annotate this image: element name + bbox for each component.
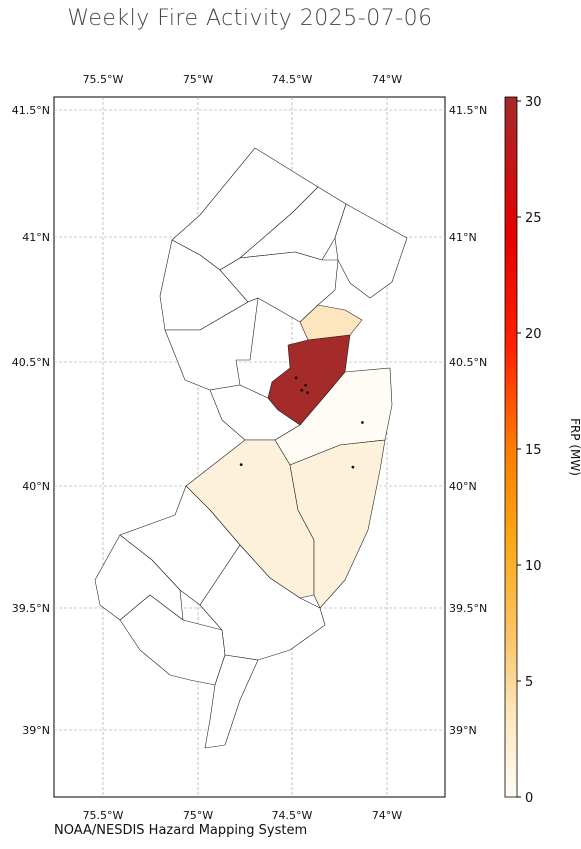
county-bergen: [334, 203, 408, 299]
lat-tick-right-6: 39°N: [449, 724, 477, 737]
lat-tick-right-4: 40°N: [449, 480, 477, 493]
lat-tick-left-2: 41°N: [22, 231, 50, 244]
lat-tick-right-3: 40.5°N: [449, 356, 487, 369]
county-cape-may: [204, 654, 259, 749]
colorbar-tick-20: 20: [525, 327, 542, 342]
lon-tick-bottom-1: 75.5°W: [83, 809, 124, 822]
fire-point: [304, 383, 307, 387]
lat-tick-right-5: 39.5°N: [449, 602, 487, 615]
lat-tick-left-6: 39°N: [22, 724, 50, 737]
lon-tick-top-3: 74.5°W: [272, 73, 313, 86]
lat-tick-right-2: 41°N: [449, 231, 477, 244]
lat-tick-left-1: 41.5°N: [12, 104, 50, 117]
fire-point: [351, 465, 355, 469]
lon-tick-top-4: 74°W: [372, 73, 402, 86]
colorbar-label: FRP (MW): [567, 418, 581, 476]
fire-point: [361, 421, 364, 424]
lat-tick-left-3: 40.5°N: [12, 356, 50, 369]
lat-tick-right-1: 41.5°N: [449, 104, 487, 117]
colorbar-tick-25: 25: [525, 211, 542, 226]
credit-text: NOAA/NESDIS Hazard Mapping System: [54, 823, 308, 838]
colorbar-tick-0: 0: [525, 791, 533, 806]
county-ocean: [289, 439, 386, 609]
colorbar: [504, 96, 518, 798]
colorbar-tick-30: 30: [525, 95, 542, 110]
fire-points: [239, 376, 364, 469]
lon-tick-top-1: 75.5°W: [83, 73, 124, 86]
fire-point: [300, 388, 304, 392]
lat-tick-left-4: 40°N: [22, 480, 50, 493]
nj-counties: [94, 147, 408, 749]
map-title: Weekly Fire Activity 2025-07-06: [67, 6, 433, 31]
fire-point: [294, 376, 298, 380]
fire-point: [239, 463, 243, 466]
county-hunterdon: [164, 297, 259, 391]
fire-point: [306, 391, 309, 395]
colorbar-tick-5: 5: [525, 675, 533, 690]
lon-tick-bottom-2: 75°W: [183, 809, 213, 822]
colorbar-tick-10: 10: [525, 559, 542, 574]
lon-tick-top-2: 75°W: [183, 73, 213, 86]
colorbar-tick-15: 15: [525, 443, 542, 458]
lon-tick-bottom-3: 74.5°W: [272, 809, 313, 822]
lat-tick-left-5: 39.5°N: [12, 602, 50, 615]
lon-tick-bottom-4: 74°W: [372, 809, 402, 822]
